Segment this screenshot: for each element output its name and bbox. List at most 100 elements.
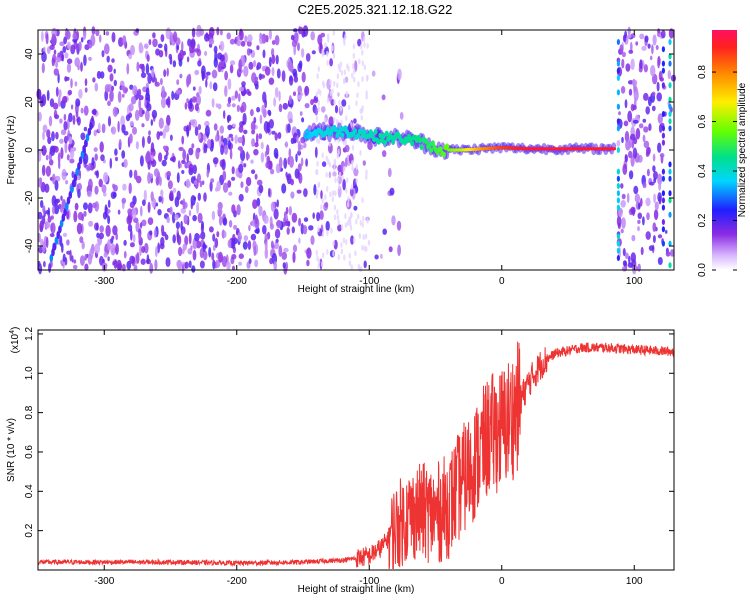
spectrogram-x-label: Height of straight line (km) [298, 284, 415, 295]
heatmap-noise-cell [61, 199, 67, 210]
heatmap-noise-cell [258, 184, 264, 194]
heatmap-noise-cell [352, 76, 356, 83]
heatmap-noise-cell [625, 252, 629, 260]
heatmap-signal-track [303, 39, 672, 269]
heatmap-noise-cell [190, 195, 196, 206]
heatmap-vertical-stripe [616, 240, 621, 247]
heatmap-noise-cell [169, 32, 174, 44]
heatmap-track-core [381, 133, 386, 139]
heatmap-noise-cell [238, 193, 244, 202]
heatmap-noise-cell [91, 109, 97, 115]
heatmap-noise-cell [215, 259, 221, 268]
heatmap-noise-cell [83, 210, 87, 217]
heatmap-noise-cell [76, 222, 83, 235]
heatmap-noise-cell [77, 188, 81, 199]
heatmap-noise-cell [163, 69, 167, 78]
heatmap-noise-cell [631, 234, 636, 242]
heatmap-noise-cell [184, 235, 189, 246]
heatmap-noise-cell [317, 106, 320, 113]
heatmap-noise-cell [628, 150, 633, 159]
heatmap-noise-cell [140, 258, 146, 265]
heatmap-noise-cell [286, 227, 290, 235]
heatmap-noise-cell [641, 45, 647, 51]
heatmap-noise-cell [188, 232, 192, 245]
heatmap-noise-cell [231, 136, 234, 142]
heatmap-noise-cell [338, 171, 342, 178]
heatmap-noise-cell [158, 117, 164, 129]
heatmap-noise-cell [657, 257, 663, 265]
heatmap-noise-cell [264, 241, 268, 250]
heatmap-vertical-stripe [668, 161, 672, 168]
heatmap-noise-cell [366, 42, 369, 49]
heatmap-noise-cell [656, 81, 660, 92]
heatmap-noise-cell [217, 103, 222, 110]
heatmap-noise-cell [345, 91, 348, 98]
heatmap-noise-cell [127, 208, 133, 216]
heatmap-noise-cell [627, 110, 633, 123]
heatmap-vertical-stripe [661, 240, 666, 247]
heatmap-noise-cell [635, 128, 641, 140]
heatmap-noise-cell [270, 240, 274, 249]
heatmap-noise-cell [118, 37, 124, 47]
heatmap-noise-cell [397, 244, 401, 257]
heatmap-streak-cell [51, 248, 55, 257]
heatmap-noise-cell [655, 45, 659, 50]
heatmap-noise-cell [236, 35, 240, 41]
heatmap-track-core [612, 147, 617, 151]
heatmap-noise-cell [42, 205, 46, 214]
heatmap-noise-cell [317, 182, 320, 189]
heatmap-vertical-stripe [668, 111, 672, 117]
heatmap-noise-cell [99, 255, 104, 266]
heatmap-noise-cell [208, 247, 212, 258]
heatmap-noise-cell [101, 184, 107, 193]
heatmap-noise-cell [661, 30, 666, 39]
heatmap-noise-cell [275, 54, 279, 65]
heatmap-noise-cell [175, 89, 181, 95]
heatmap-noise-cell [171, 211, 176, 224]
heatmap-noise-cell [328, 140, 331, 147]
heatmap-noise-cell [297, 141, 301, 153]
heatmap-noise-cell [177, 234, 182, 246]
heatmap-noise-cell [268, 119, 274, 129]
heatmap-vertical-stripe [616, 147, 621, 153]
heatmap-noise-cell [637, 226, 640, 232]
heatmap-noise-cell [656, 92, 662, 102]
heatmap-streak-cell [87, 127, 92, 136]
heatmap-noise-cell [634, 193, 641, 203]
heatmap-vertical-stripe [668, 175, 672, 182]
x-tick-label: -200 [227, 576, 247, 587]
y-tick-label: 0 [24, 147, 35, 153]
heatmap-noise-cell [295, 153, 298, 163]
heatmap-noise-cell [238, 93, 241, 102]
heatmap-noise-cell [252, 60, 257, 68]
heatmap-noise-cell [278, 157, 283, 169]
heatmap-streak-cell [56, 231, 60, 239]
heatmap-noise-cell [96, 222, 99, 231]
heatmap-noise-cell [64, 141, 68, 154]
heatmap-noise-cell [285, 214, 289, 220]
heatmap-noise-cell [621, 266, 627, 272]
heatmap-noise-cell [298, 172, 303, 184]
colorbar-tick-label: 0.6 [697, 114, 708, 128]
heatmap-noise-cell [243, 235, 249, 242]
heatmap-noise-cell [238, 87, 245, 92]
heatmap-noise-cell [620, 228, 624, 234]
heatmap-noise-cell [74, 81, 78, 87]
heatmap-noise-cell [166, 170, 171, 178]
heatmap-noise-cell [205, 71, 211, 76]
heatmap-noise-cell [37, 232, 41, 243]
heatmap-noise-cell [308, 225, 314, 231]
heatmap-noise-cell [145, 87, 150, 97]
heatmap-noise-cell [64, 52, 69, 59]
heatmap-noise-cell [621, 136, 624, 144]
heatmap-noise-cell [140, 205, 143, 217]
heatmap-noise-cell [382, 228, 388, 235]
heatmap-noise-cell [219, 40, 225, 52]
heatmap-noise-cell [72, 264, 78, 270]
heatmap-noise-cell [298, 217, 302, 227]
heatmap-streak-cell [89, 122, 93, 130]
heatmap-noise-cell [239, 146, 243, 153]
heatmap-noise-cell [316, 73, 319, 80]
heatmap-noise-cell [211, 210, 216, 221]
heatmap-noise-cell [72, 32, 77, 40]
